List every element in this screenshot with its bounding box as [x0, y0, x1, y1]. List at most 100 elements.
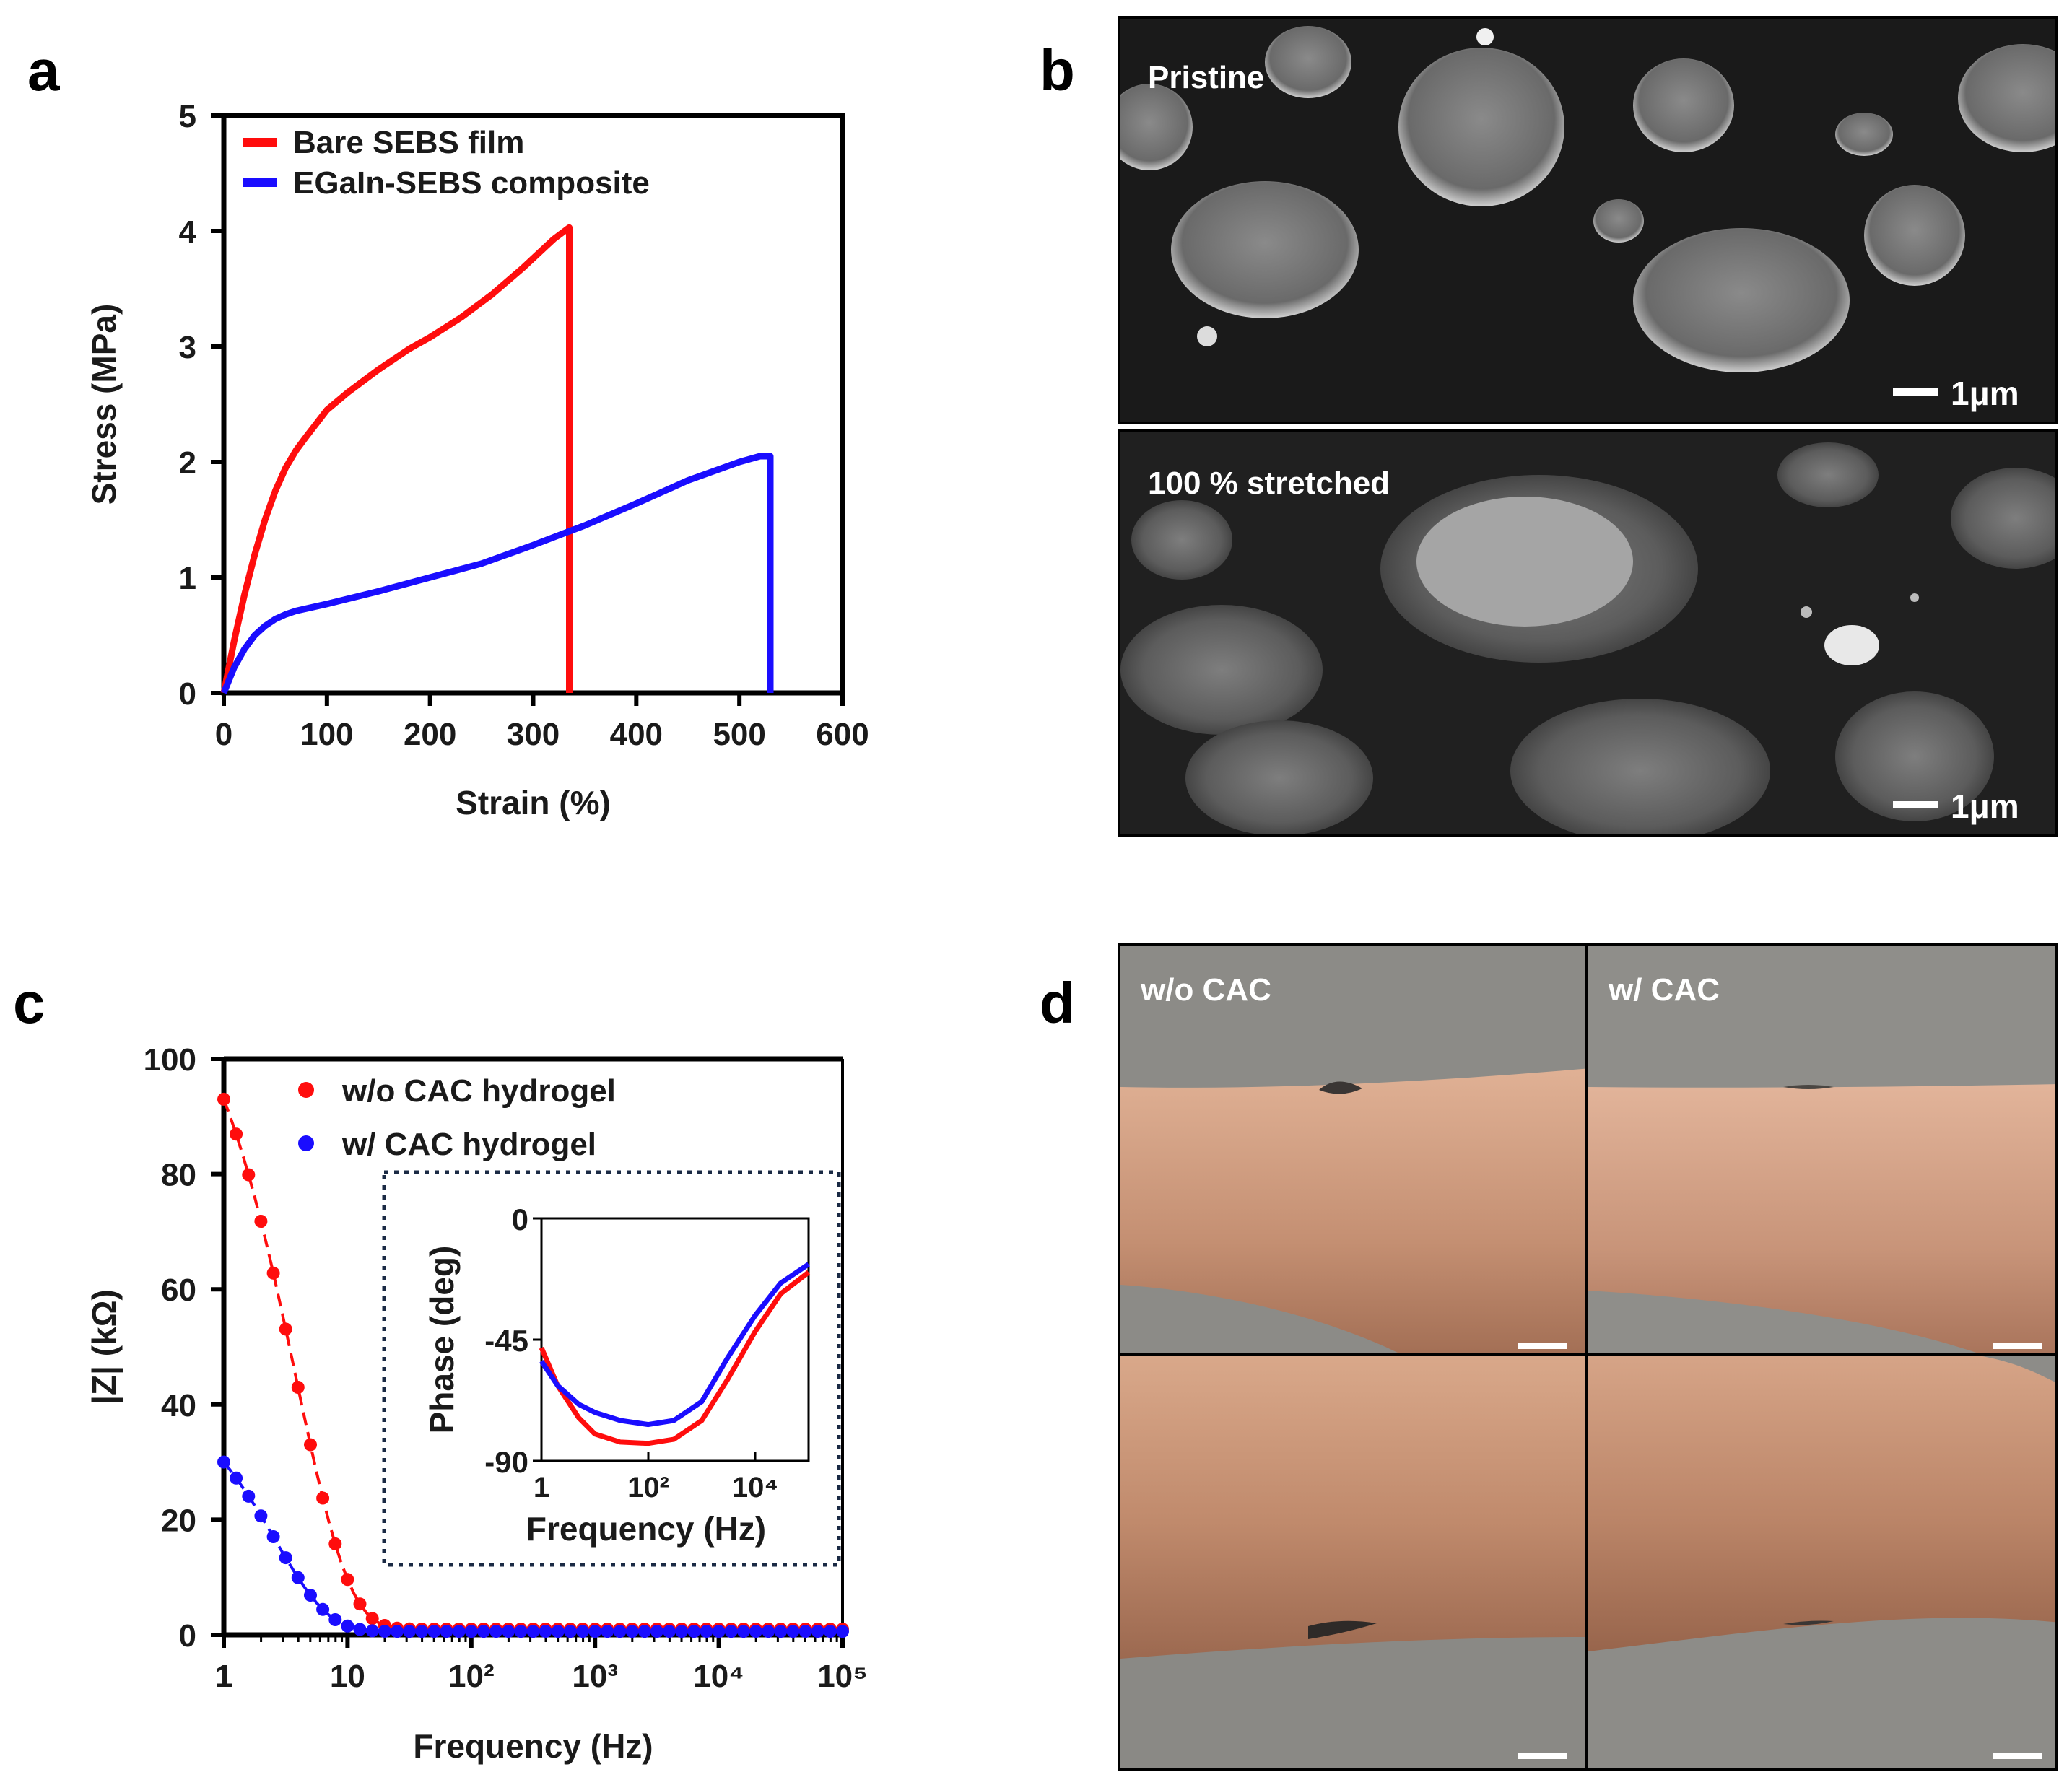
- sem-label-stretched: 100 % stretched: [1148, 466, 1390, 501]
- data-point-2: [823, 1625, 837, 1638]
- data-point-2: [601, 1625, 614, 1638]
- data-point-2: [316, 1602, 330, 1616]
- x-tick-label: 10²: [448, 1659, 495, 1694]
- data-point-1: [365, 1612, 379, 1625]
- arm-illustration-with-cac-bottom: [1588, 1356, 2055, 1651]
- data-point-1: [341, 1573, 354, 1587]
- y-tick-label: 2: [179, 445, 196, 481]
- data-point-2: [551, 1625, 565, 1638]
- scale-bar-d3: [1518, 1753, 1567, 1759]
- x-tick-label: 200: [404, 717, 456, 752]
- x-tick-label: 300: [507, 717, 560, 752]
- data-point-2: [700, 1625, 713, 1638]
- data-point-2: [588, 1625, 602, 1638]
- data-point-2: [266, 1530, 280, 1543]
- panel-letter-d: d: [1040, 971, 1075, 1035]
- x-tick-label: 400: [610, 717, 663, 752]
- y-tick-label: 0: [179, 1618, 196, 1654]
- inset-x-tick-label: 10⁴: [732, 1472, 778, 1503]
- data-point-2: [415, 1625, 429, 1638]
- data-point-2: [687, 1625, 701, 1638]
- arm-illustration-with-cac-top: [1588, 1084, 2055, 1353]
- x-tick-label: 1: [215, 1659, 232, 1694]
- sem-image-pristine: Pristine 1μm: [1118, 16, 2058, 424]
- data-point-2: [675, 1625, 689, 1638]
- data-point-1: [242, 1168, 256, 1182]
- x-tick-label: 10⁴: [693, 1659, 744, 1694]
- inset-y-tick-label: 0: [512, 1203, 528, 1236]
- data-point-1: [254, 1215, 268, 1228]
- label-with-cac: w/ CAC: [1609, 972, 1720, 1008]
- data-point-2: [563, 1625, 577, 1638]
- data-point-2: [762, 1625, 775, 1638]
- data-point-2: [489, 1625, 503, 1638]
- data-point-2: [724, 1625, 738, 1638]
- scale-label-stretched: 1μm: [1951, 787, 2019, 825]
- sem-image-stretched: 100 % stretched 1μm: [1118, 429, 2058, 837]
- series-line-1: [220, 224, 573, 694]
- data-point-2: [712, 1625, 726, 1638]
- label-without-cac: w/o CAC: [1141, 972, 1271, 1008]
- data-point-1: [279, 1322, 292, 1336]
- data-point-2: [514, 1625, 528, 1638]
- x-tick-label: 10⁵: [817, 1659, 868, 1694]
- data-point-1: [230, 1127, 243, 1141]
- data-point-2: [341, 1619, 354, 1633]
- data-point-2: [440, 1625, 453, 1638]
- data-point-2: [502, 1625, 515, 1638]
- legend-label-1: Bare SEBS film: [293, 125, 524, 160]
- scale-bar-stretched: [1893, 801, 1938, 808]
- panel-letter-a: a: [27, 38, 60, 102]
- x-tick-label: 100: [300, 717, 353, 752]
- x-tick-label: 0: [215, 717, 232, 752]
- y-tick-label: 80: [161, 1158, 196, 1193]
- inset-x-tick-label: 10²: [627, 1472, 669, 1503]
- x-tick-label: 600: [816, 717, 869, 752]
- y-axis-title: |Z| (kΩ): [85, 1289, 123, 1405]
- y-tick-label: 0: [179, 676, 196, 712]
- legend-marker-1: [298, 1082, 314, 1098]
- inset-y-tick-label: -90: [484, 1445, 528, 1479]
- data-point-2: [291, 1571, 305, 1584]
- data-point-2: [576, 1625, 590, 1638]
- data-point-2: [230, 1471, 243, 1485]
- data-point-1: [328, 1537, 342, 1550]
- data-point-1: [304, 1438, 317, 1452]
- arm-illustration-without-cac-bottom: [1120, 1356, 1585, 1659]
- scale-label-pristine: 1μm: [1951, 375, 2019, 412]
- data-point-2: [774, 1625, 788, 1638]
- x-axis-title: Strain (%): [456, 784, 611, 821]
- data-point-2: [365, 1624, 379, 1638]
- inset-dotted-frame: [382, 1170, 841, 1567]
- x-tick-label: 10: [330, 1659, 365, 1694]
- x-tick-label: 500: [713, 717, 765, 752]
- data-point-2: [353, 1623, 367, 1636]
- sem-particles-pristine: [1120, 26, 2055, 372]
- photo-with-cac-top: w/ CAC: [1585, 943, 2058, 1356]
- y-tick-label: 60: [161, 1273, 196, 1308]
- scale-bar-d2: [1993, 1343, 2042, 1349]
- data-point-2: [637, 1625, 651, 1638]
- data-point-1: [291, 1381, 305, 1394]
- data-point-1: [266, 1266, 280, 1280]
- data-point-2: [811, 1625, 824, 1638]
- data-point-2: [539, 1625, 552, 1638]
- data-point-2: [526, 1625, 540, 1638]
- data-point-2: [242, 1489, 256, 1503]
- data-point-2: [464, 1625, 478, 1638]
- data-point-2: [613, 1625, 627, 1638]
- data-point-2: [304, 1589, 317, 1602]
- scale-bar-pristine: [1893, 388, 1938, 396]
- y-tick-label: 100: [144, 1042, 196, 1078]
- y-tick-label: 1: [179, 561, 196, 596]
- data-point-2: [427, 1625, 441, 1638]
- panel-letter-c: c: [13, 971, 45, 1035]
- stress-strain-chart: 0 100 200 300 400 500 600 0 1 2 3 4 5 Strain (%) Stres…: [85, 99, 869, 821]
- data-point-2: [391, 1625, 404, 1638]
- y-tick-label: 20: [161, 1503, 196, 1538]
- y-tick-label: 3: [179, 330, 196, 365]
- data-point-1: [353, 1597, 367, 1611]
- data-point-2: [650, 1625, 663, 1638]
- data-point-2: [279, 1551, 292, 1565]
